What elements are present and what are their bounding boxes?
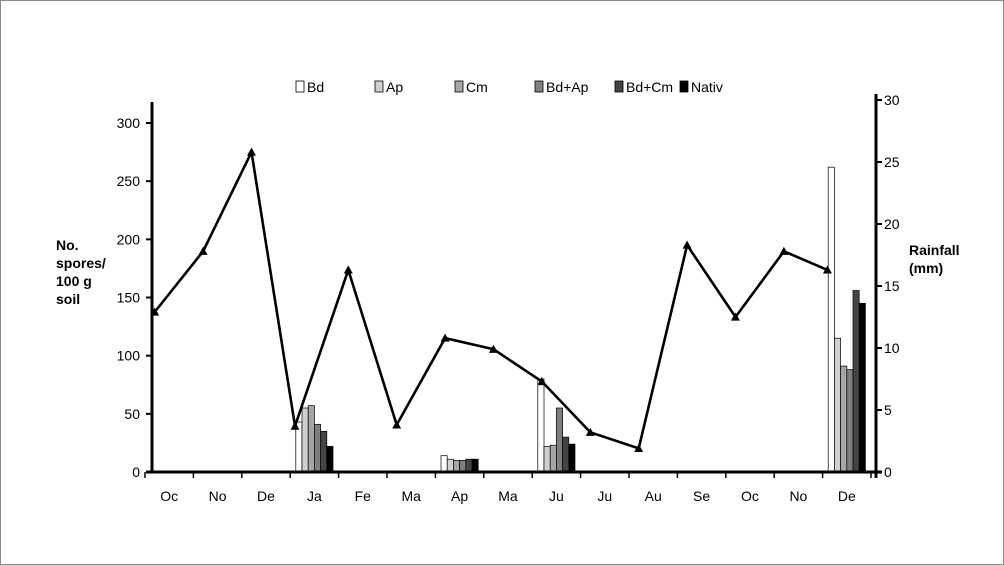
bar-bd-ap-3: [314, 423, 321, 473]
axis-labels: No. spores/100 g soil Rainfall (mm): [56, 237, 960, 307]
left-axis-title-line-2: 100 g: [56, 273, 92, 289]
x-tick-label-1: No: [209, 488, 227, 504]
legend-swatch-5: [679, 80, 689, 93]
left-tick-label-4: 200: [117, 231, 141, 247]
legend-swatch-1: [374, 80, 384, 93]
bar-bd-cm-14: [852, 290, 860, 473]
bar-nativ-6: [471, 458, 479, 473]
rainfall-marker-10: [634, 443, 644, 453]
right-tick-label-0: 0: [884, 464, 892, 480]
x-tick-label-13: No: [789, 488, 807, 504]
x-tick-label-6: Ap: [451, 488, 468, 504]
right-axis-title-line-0: Rainfall: [909, 242, 960, 258]
legend-label-2: Cm: [466, 79, 488, 95]
x-tick-label-10: Au: [645, 488, 662, 504]
rainfall-marker-6: [440, 333, 450, 342]
bars: [295, 166, 866, 473]
rainfall-marker-1: [198, 246, 208, 255]
left-axis-title-line-0: No.: [56, 237, 79, 253]
axes: 0 50 100 150 200 250 300 0 5 10 15 20 25 30 Oc No De Ja Fe…: [117, 92, 900, 504]
right-tick-label-3: 15: [884, 278, 900, 294]
legend-label-3: Bd+Ap: [546, 79, 589, 95]
rainfall-marker-14: [822, 265, 832, 274]
bar-nativ-8: [568, 443, 576, 473]
left-tick-label-2: 100: [117, 348, 141, 364]
x-tick-label-7: Ma: [498, 488, 518, 504]
bar-ap-8: [543, 446, 551, 473]
x-tick-label-4: Fe: [355, 488, 372, 504]
rainfall-marker-8: [537, 376, 547, 386]
bar-bd-ap-6: [459, 460, 467, 473]
bar-ap-14: [834, 337, 841, 473]
bar-bd-ap-14: [846, 369, 854, 473]
rainfall-marker-0: [150, 307, 160, 316]
legend-swatch-3: [534, 80, 544, 93]
bar-cm-14: [840, 365, 848, 473]
left-axis-title-line-1: spores/: [56, 255, 106, 271]
x-tick-label-0: Oc: [160, 488, 178, 504]
bar-bd-cm-3: [320, 430, 328, 473]
legend-label-1: Ap: [386, 79, 403, 95]
legend: Bd Ap Cm Bd+Ap Bd+Cm Nativ: [295, 79, 723, 95]
bar-ap-3: [301, 407, 309, 473]
bar-cm-8: [549, 444, 557, 473]
bar-nativ-3: [326, 446, 334, 473]
bar-bd-cm-6: [465, 458, 473, 473]
right-tick-label-2: 10: [884, 340, 900, 356]
left-tick-label-6: 300: [117, 115, 141, 131]
right-axis-title-line-1: (mm): [909, 260, 943, 276]
right-tick-label-6: 30: [884, 92, 900, 108]
bar-cm-6: [453, 460, 460, 473]
bar-nativ-14: [858, 302, 866, 473]
bar-cm-3: [307, 405, 315, 473]
rainfall-marker-3: [290, 421, 300, 430]
legend-swatch-4: [614, 80, 624, 93]
left-tick-label-1: 50: [124, 406, 140, 422]
right-tick-label-5: 25: [884, 154, 900, 170]
left-axis-title-line-3: soil: [56, 291, 80, 307]
right-tick-label-1: 5: [884, 402, 892, 418]
bar-ap-6: [446, 458, 454, 473]
bar-bd-14: [827, 166, 835, 473]
rainfall-marker-9: [585, 427, 595, 436]
legend-label-0: Bd: [307, 79, 324, 95]
left-tick-label-0: 0: [132, 464, 140, 480]
rainfall-marker-2: [246, 147, 256, 156]
legend-label-4: Bd+Cm: [626, 79, 673, 95]
x-tick-label-14: De: [838, 488, 856, 504]
bar-bd-cm-8: [562, 436, 570, 473]
rainfall-marker-5: [392, 420, 402, 429]
rainfall-series-line: [153, 147, 828, 451]
rainfall-line: [150, 147, 832, 453]
x-tick-label-3: Ja: [307, 488, 322, 504]
bar-bd-8: [537, 378, 545, 473]
bar-bd-ap-8: [556, 407, 563, 473]
x-tick-label-9: Ju: [597, 488, 612, 504]
right-tick-label-4: 20: [884, 216, 900, 232]
legend-swatch-2: [454, 80, 464, 93]
x-tick-label-5: Ma: [401, 488, 421, 504]
rainfall-marker-12: [730, 312, 740, 321]
x-tick-label-11: Se: [693, 488, 710, 504]
left-tick-label-5: 250: [117, 173, 141, 189]
bar-bd-6: [440, 455, 448, 473]
rainfall-marker-4: [343, 265, 353, 274]
left-tick-label-3: 150: [117, 290, 141, 306]
legend-swatch-0: [295, 80, 305, 93]
legend-label-5: Nativ: [691, 79, 723, 95]
rainfall-marker-11: [682, 240, 692, 249]
rainfall-marker-7: [488, 344, 498, 353]
x-tick-label-12: Oc: [741, 488, 759, 504]
rainfall-marker-13: [779, 246, 789, 255]
x-tick-label-2: De: [257, 488, 275, 504]
x-tick-label-8: Ju: [549, 488, 564, 504]
